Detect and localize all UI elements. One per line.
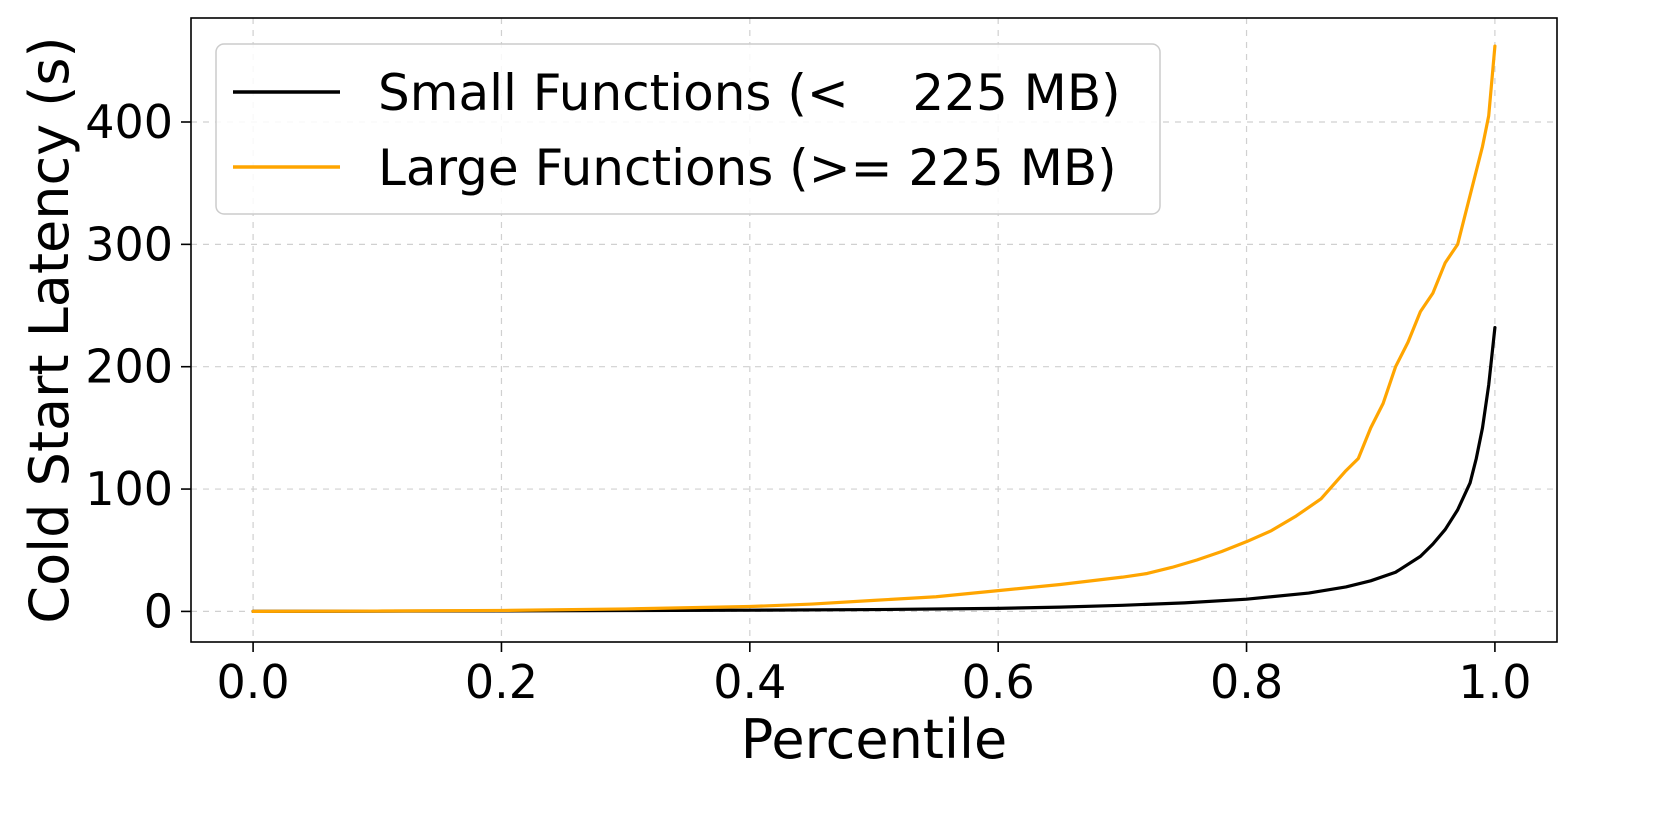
legend-label-small: Small Functions (< 225 MB): [378, 64, 1121, 122]
series-layer: [251, 44, 1497, 614]
x-tick-label: 1.0: [1458, 655, 1531, 709]
y-tick-label: 0: [144, 584, 173, 638]
plot-area-frame: [190, 17, 1558, 643]
legend: Small Functions (< 225 MB) Large Functio…: [215, 43, 1161, 215]
series-line-large-functions: [251, 44, 1497, 614]
x-tick-label: 0.2: [465, 655, 538, 709]
series-line-small-functions: [251, 325, 1497, 614]
x-tick-label: 0.8: [1210, 655, 1283, 709]
x-tick-label: 0.4: [713, 655, 786, 709]
x-tick-label: 0.6: [962, 655, 1035, 709]
y-axis-label: Cold Start Latency (s): [18, 36, 81, 623]
x-tick-label: 0.0: [217, 655, 290, 709]
y-tick-label: 100: [85, 462, 173, 516]
y-tick-label: 200: [85, 340, 173, 394]
y-tick-label: 400: [85, 95, 173, 149]
x-axis-label: Percentile: [741, 708, 1007, 771]
legend-box: [215, 43, 1161, 215]
legend-label-large: Large Functions (>= 225 MB): [378, 139, 1117, 197]
y-tick-label: 300: [85, 217, 173, 271]
ticks: 0.0 0.2 0.4 0.6 0.8 1.0 0 100 200 300 400: [85, 95, 1531, 709]
